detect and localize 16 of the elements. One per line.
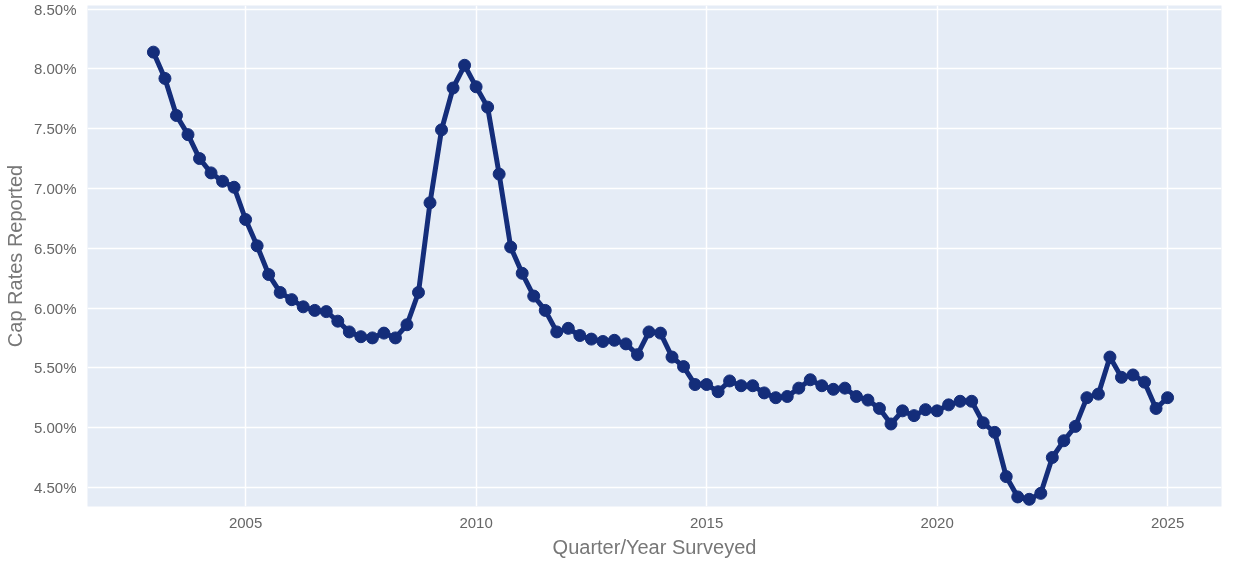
y-tick-label: 4.50%	[33, 478, 77, 496]
y-tick-label: 6.00%	[33, 299, 77, 317]
x-tick-label: 2025	[1150, 513, 1185, 531]
y-tick-label: 8.00%	[33, 60, 77, 78]
y-tick-label: 7.50%	[33, 120, 77, 138]
y-tick-label: 6.50%	[33, 239, 77, 257]
y-tick-label: 5.50%	[33, 359, 77, 377]
x-axis-title: Quarter/Year Surveyed	[552, 535, 757, 558]
x-tick-label: 2005	[228, 513, 263, 531]
y-tick-label: 7.00%	[33, 179, 77, 197]
x-tick-label: 2020	[920, 513, 954, 531]
y-tick-label: 8.50%	[33, 0, 77, 18]
y-tick-label: 5.00%	[33, 419, 77, 437]
y-axis-title: Cap Rates Reported	[3, 164, 26, 348]
x-tick-label: 2010	[459, 513, 493, 531]
x-tick-label: 2015	[689, 513, 724, 531]
